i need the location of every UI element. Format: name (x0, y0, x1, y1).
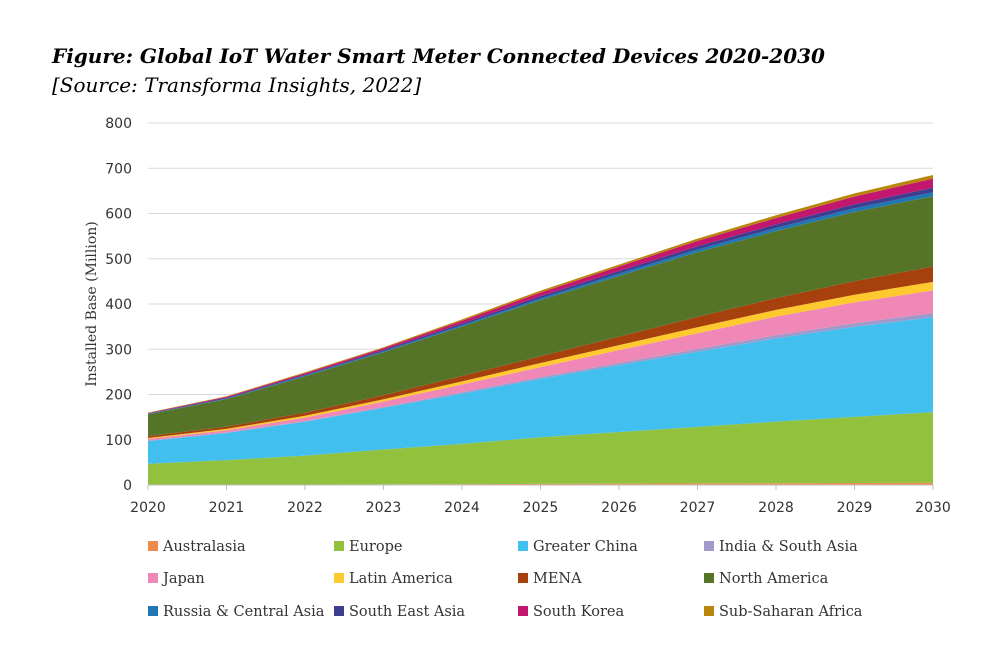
legend-swatch-latin-america (334, 573, 344, 583)
y-tick-label: 600 (105, 207, 132, 223)
title-block: Figure: Global IoT Water Smart Meter Con… (52, 44, 825, 97)
area-north-america (148, 196, 933, 437)
legend-label-south-east-asia: South East Asia (349, 604, 465, 620)
x-tick-label: 2027 (680, 500, 716, 516)
y-tick-label: 500 (105, 252, 132, 268)
area-japan (148, 290, 933, 441)
legend-swatch-sub-saharan-africa (704, 606, 714, 616)
legend-label-europe: Europe (349, 539, 402, 555)
y-tick-label: 400 (105, 297, 132, 313)
x-tick-label: 2026 (601, 500, 637, 516)
x-tick-label: 2023 (366, 500, 402, 516)
area-series (148, 175, 933, 485)
legend-label-mena: MENA (533, 571, 582, 587)
area-latin-america (148, 281, 933, 439)
y-tick-label: 200 (105, 388, 132, 404)
figure-title: Figure: Global IoT Water Smart Meter Con… (52, 44, 825, 68)
legend-swatch-japan (148, 573, 158, 583)
legend-label-latin-america: Latin America (349, 571, 453, 587)
x-tick-label: 2021 (209, 500, 245, 516)
axes: 0 100 200 300 400 500 600 700 800 2020 2021 2022 202… (105, 116, 951, 516)
legend-swatch-india-south-asia (704, 541, 714, 551)
x-tick-label: 2029 (837, 500, 873, 516)
legend-label-japan: Japan (161, 571, 205, 587)
area-mena (148, 266, 933, 438)
y-tick-label: 700 (105, 161, 132, 177)
x-tick-label: 2024 (444, 500, 480, 516)
legend: Australasia Europe Greater China India & So… (148, 539, 863, 620)
legend-label-south-korea: South Korea (533, 604, 624, 620)
legend-label-russia-central-asia: Russia & Central Asia (163, 604, 325, 620)
legend-label-australasia: Australasia (162, 539, 246, 555)
x-tick-label: 2028 (758, 500, 794, 516)
legend-label-greater-china: Greater China (533, 539, 638, 555)
x-tick-label: 2020 (130, 500, 166, 516)
legend-swatch-russia-central-asia (148, 606, 158, 616)
legend-swatch-north-america (704, 573, 714, 583)
legend-swatch-australasia (148, 541, 158, 551)
legend-label-sub-saharan-africa: Sub-Saharan Africa (719, 604, 863, 620)
y-axis-label: Installed Base (Million) (84, 221, 100, 387)
y-tick-label: 300 (105, 342, 132, 358)
legend-swatch-mena (518, 573, 528, 583)
area-greater-china (148, 317, 933, 464)
legend-label-north-america: North America (719, 571, 829, 587)
x-tick-label: 2025 (523, 500, 559, 516)
legend-label-india-south-asia: India & South Asia (719, 539, 858, 555)
y-tick-label: 100 (105, 433, 132, 449)
area-europe (148, 412, 933, 485)
y-tick-label: 0 (123, 478, 132, 494)
x-tick-label: 2022 (287, 500, 323, 516)
legend-swatch-europe (334, 541, 344, 551)
legend-swatch-south-korea (518, 606, 528, 616)
y-tick-label: 800 (105, 116, 132, 132)
x-tick-label: 2030 (915, 500, 951, 516)
figure-source: [Source: Transforma Insights, 2022] (52, 73, 422, 97)
legend-swatch-greater-china (518, 541, 528, 551)
area-south-korea (148, 178, 933, 414)
legend-swatch-south-east-asia (334, 606, 344, 616)
